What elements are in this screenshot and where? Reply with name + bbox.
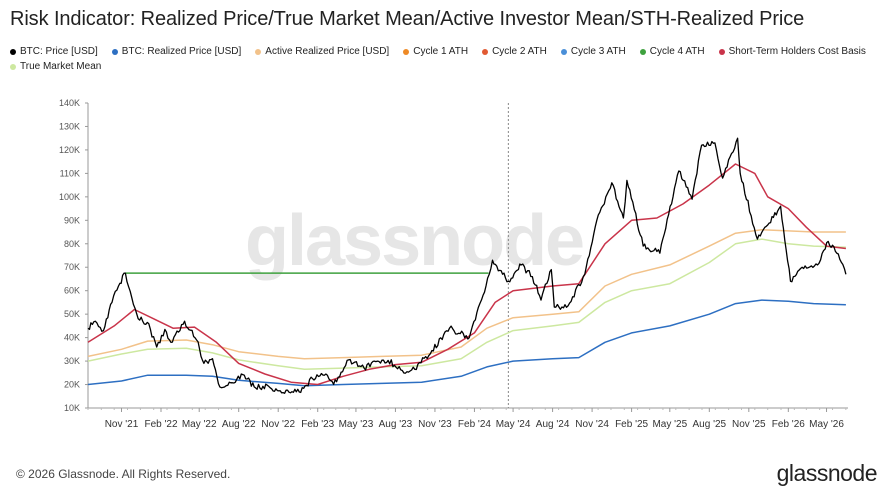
y-tick-label: 90K xyxy=(64,215,80,225)
legend-swatch xyxy=(718,48,725,55)
copyright-text: © 2026 Glassnode. All Rights Reserved. xyxy=(16,467,231,481)
x-tick-label: Nov '23 xyxy=(418,419,452,430)
legend-swatch xyxy=(10,63,16,70)
x-tick-label: Aug '23 xyxy=(379,419,413,430)
legend-label: Cycle 4 ATH xyxy=(649,46,705,57)
legend-label: True Market Mean xyxy=(20,61,102,72)
x-tick-label: Aug '24 xyxy=(536,419,570,430)
legend-swatch xyxy=(111,48,118,55)
y-tick-label: 110K xyxy=(60,168,80,178)
x-tick-label: Nov '22 xyxy=(261,419,295,430)
legend-label: Cycle 3 ATH xyxy=(570,46,626,57)
watermark: glassnode xyxy=(245,201,585,281)
y-tick-label: 80K xyxy=(64,239,80,249)
x-tick-label: Feb '24 xyxy=(458,419,491,430)
legend-swatch xyxy=(639,48,646,55)
btc-realized-price-usd-line xyxy=(87,299,846,387)
x-tick-label: Nov '21 xyxy=(105,419,139,430)
x-tick-label: Feb '22 xyxy=(144,419,177,430)
short-term-holders-cost-basis-line xyxy=(87,163,846,386)
x-tick-label: Aug '22 xyxy=(222,419,256,430)
legend-item[interactable]: BTC: Realized Price [USD] xyxy=(111,46,242,57)
y-tick-label: 40K xyxy=(64,333,80,343)
active-realized-price-usd-line xyxy=(87,228,846,360)
true-market-mean-line xyxy=(87,238,846,371)
legend-label: Cycle 1 ATH xyxy=(413,46,469,57)
y-tick-label: 140K xyxy=(59,98,80,108)
legend-label: Short-Term Holders Cost Basis xyxy=(728,46,866,57)
chart-title: Risk Indicator: Realized Price/True Mark… xyxy=(10,8,805,30)
legend-swatch xyxy=(10,48,16,55)
legend-item[interactable]: BTC: Price [USD] xyxy=(10,46,98,57)
legend-item[interactable]: Cycle 1 ATH xyxy=(403,46,468,57)
legend-row: BTC: Price [USD] BTC: Realized Price [USD… xyxy=(10,44,870,59)
legend-item[interactable]: Cycle 2 ATH xyxy=(482,46,547,57)
y-tick-label: 20K xyxy=(64,380,80,390)
legend-label: BTC: Price [USD] xyxy=(20,46,98,57)
btc-price-usd-line xyxy=(87,137,847,394)
glassnode-logo: glassnode xyxy=(776,460,878,486)
x-tick-label: Feb '25 xyxy=(615,419,648,430)
y-tick-label: 70K xyxy=(64,262,80,272)
x-tick-label: May '26 xyxy=(809,419,844,430)
x-tick-label: May '24 xyxy=(496,419,531,430)
y-tick-label: 10K xyxy=(64,403,80,413)
x-tick-label: Aug '25 xyxy=(693,419,727,430)
legend-label: BTC: Realized Price [USD] xyxy=(121,46,242,57)
y-tick-label: 50K xyxy=(64,309,80,319)
x-tick-label: Nov '24 xyxy=(575,419,609,430)
x-tick-label: Feb '23 xyxy=(301,419,334,430)
x-tick-label: May '23 xyxy=(339,419,374,430)
x-tick-label: Nov '25 xyxy=(732,419,766,430)
legend-swatch xyxy=(482,48,489,55)
y-tick-label: 100K xyxy=(59,192,80,202)
y-tick-label: 120K xyxy=(59,145,80,155)
legend-label: Cycle 2 ATH xyxy=(492,46,547,57)
y-tick-label: 60K xyxy=(64,286,80,296)
legend-swatch xyxy=(403,48,410,55)
y-tick-label: 130K xyxy=(59,121,80,131)
legend-item[interactable]: Cycle 3 ATH xyxy=(560,46,626,57)
legend-item[interactable]: Cycle 4 ATH xyxy=(639,46,705,57)
y-tick-label: 30K xyxy=(64,356,80,366)
legend-item[interactable]: Active Realized Price [USD] xyxy=(255,46,389,57)
legend-item[interactable]: Short-Term Holders Cost Basis xyxy=(718,46,866,57)
legend-swatch xyxy=(560,48,567,55)
x-tick-label: May '25 xyxy=(652,419,687,430)
x-tick-label: Feb '26 xyxy=(772,419,805,430)
legend-swatch xyxy=(255,48,262,55)
legend-row: True Market Mean xyxy=(10,59,870,74)
legend-item[interactable]: True Market Mean xyxy=(10,61,101,72)
x-tick-label: May '22 xyxy=(182,419,217,430)
legend-label: Active Realized Price [USD] xyxy=(265,46,390,57)
legend: BTC: Price [USD] BTC: Realized Price [USD… xyxy=(10,44,870,74)
